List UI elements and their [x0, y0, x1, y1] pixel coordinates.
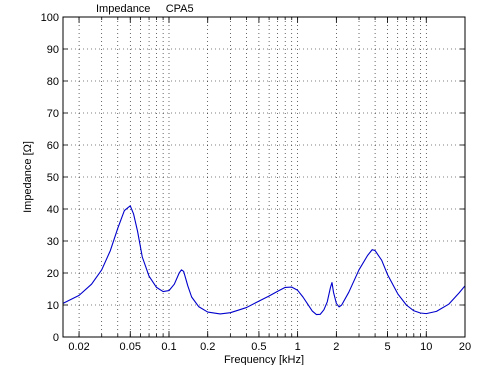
x-tick-label: 0.2 [200, 341, 215, 353]
y-tick-label: 50 [47, 172, 59, 184]
series-layer [62, 205, 466, 316]
plot-frame [62, 16, 466, 338]
y-tick-label: 100 [41, 12, 59, 24]
impedance-series-line [62, 205, 466, 316]
y-tick-label: 10 [47, 300, 59, 312]
y-tick-label: 20 [47, 268, 59, 280]
y-tick-label: 0 [53, 332, 59, 344]
y-tick-label: 90 [47, 44, 59, 56]
x-tick-label: 2 [333, 341, 339, 353]
x-tick-label: 0.1 [161, 341, 176, 353]
y-tick-label: 30 [47, 236, 59, 248]
y-tick-label: 40 [47, 204, 59, 216]
x-tick-label: 1 [295, 341, 301, 353]
y-tick-label: 60 [47, 140, 59, 152]
grid-layer [63, 17, 465, 337]
x-tick-label: 20 [459, 341, 471, 353]
chart-title: Impedance CPA5 [96, 3, 194, 15]
x-tick-label: 5 [384, 341, 390, 353]
y-axis-title: Impedance [Ω] [22, 141, 34, 213]
y-tick-label: 80 [47, 76, 59, 88]
x-tick-label: 0.05 [120, 341, 141, 353]
y-tick-label: 70 [47, 108, 59, 120]
x-axis-title: Frequency [kHz] [224, 354, 304, 365]
x-tick-label: 10 [420, 341, 432, 353]
label-layer: 0 10 20 30 40 50 60 70 80 90 100 0.02 0.05 0.1 0.2 0.5 1… [41, 12, 471, 353]
x-tick-label: 0.5 [251, 341, 266, 353]
x-tick-label: 0.02 [68, 341, 89, 353]
